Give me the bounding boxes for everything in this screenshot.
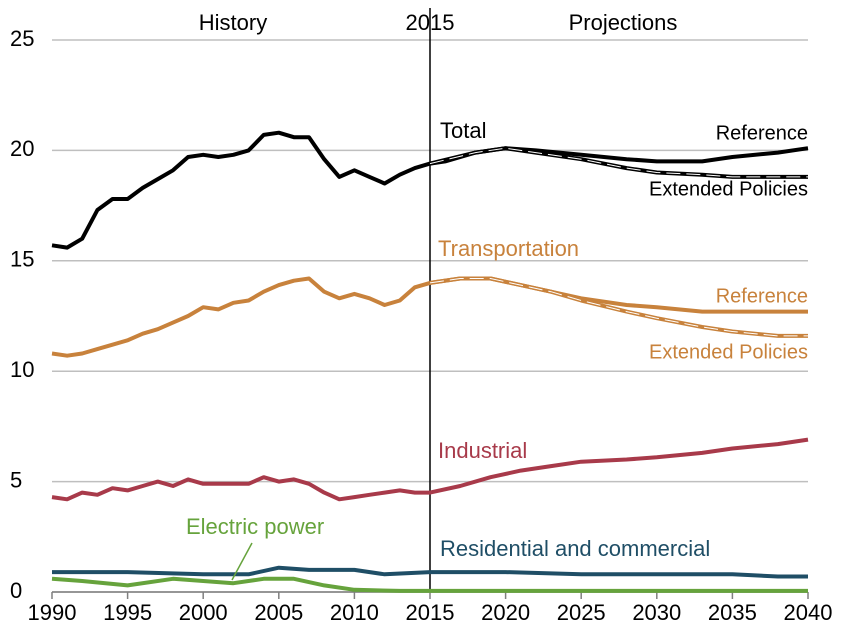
divider-label: 2015	[406, 10, 455, 35]
series-line	[51, 437, 809, 502]
leader-line	[231, 542, 253, 581]
x-tick-label: 2020	[481, 600, 530, 625]
y-tick-label: 0	[10, 578, 22, 603]
y-tick-label: 10	[10, 357, 34, 382]
x-tick-label: 1995	[103, 600, 152, 625]
series-line	[52, 565, 808, 579]
series-label: Extended Policies	[649, 178, 808, 200]
series-label: Total	[440, 118, 486, 143]
series-label: Reference	[716, 285, 808, 307]
x-tick-label: 2015	[406, 600, 455, 625]
x-tick-label: 1990	[28, 600, 77, 625]
x-tick-label: 2025	[557, 600, 606, 625]
x-tick-label: 2030	[632, 600, 681, 625]
annotation: History	[199, 10, 267, 35]
x-tick-label: 2035	[708, 600, 757, 625]
series-line	[51, 576, 808, 593]
dash-overlay	[429, 147, 808, 178]
series-line	[429, 276, 808, 338]
series-line	[51, 130, 431, 250]
series-label: Residential and commercial	[440, 536, 710, 561]
x-tick-label: 2000	[179, 600, 228, 625]
y-tick-label: 5	[10, 467, 22, 492]
x-tick-label: 2040	[784, 600, 833, 625]
annotation: Projections	[569, 10, 678, 35]
series-label: Extended Policies	[649, 341, 808, 363]
y-tick-label: 20	[10, 136, 34, 161]
series-label: Industrial	[438, 438, 527, 463]
series-label: Transportation	[438, 236, 579, 261]
series-label: Electric power	[186, 514, 324, 539]
series-line	[51, 276, 431, 358]
series-line	[429, 146, 808, 179]
x-tick-label: 2005	[254, 600, 303, 625]
y-tick-label: 25	[10, 26, 34, 51]
series-label: Reference	[716, 122, 808, 144]
x-tick-label: 2010	[330, 600, 379, 625]
y-tick-label: 15	[10, 247, 34, 272]
